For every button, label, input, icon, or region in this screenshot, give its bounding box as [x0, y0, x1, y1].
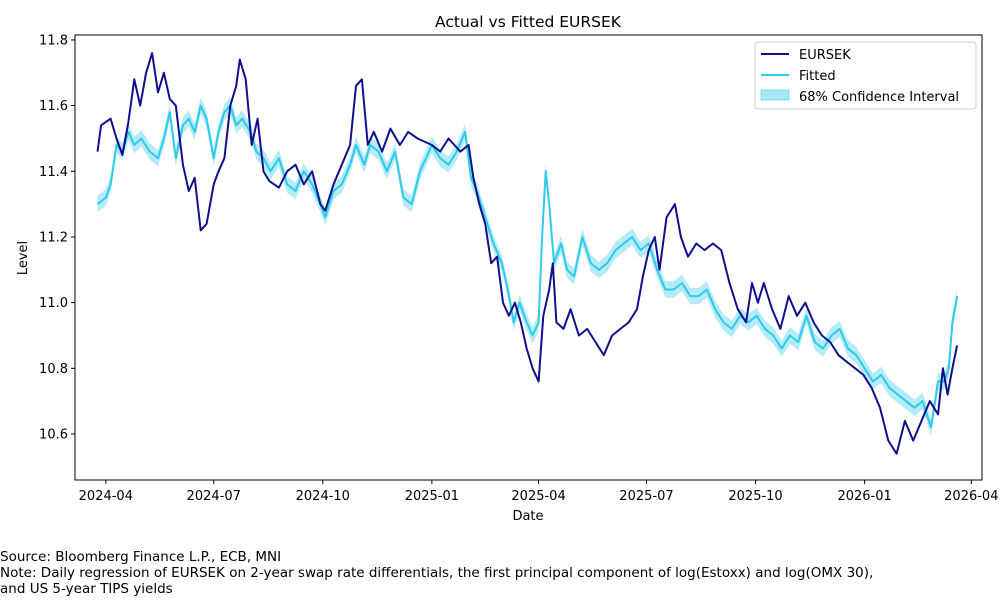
y-tick-label: 10.8	[39, 362, 68, 377]
confidence-band	[97, 97, 958, 436]
series-line-eursek	[96, 52, 959, 455]
legend-label-ci: 68% Confidence Interval	[799, 90, 959, 105]
x-tick-label: 2026-04	[944, 489, 998, 504]
methodology-note-continued: and US 5-year TIPS yields	[0, 581, 173, 597]
y-tick-label: 11.2	[39, 230, 68, 245]
legend-box	[754, 41, 977, 110]
source-note: Source: Bloomberg Finance L.P., ECB, MNI	[0, 549, 282, 565]
x-tick-label: 2025-04	[511, 489, 565, 504]
x-tick-label: 2025-07	[619, 489, 673, 504]
y-tick-label: 11.6	[39, 99, 68, 114]
y-tick-label: 11.0	[39, 296, 68, 311]
chart-title: Actual vs Fitted EURSEK	[435, 13, 622, 31]
legend-label-eursek: EURSEK	[799, 48, 851, 63]
legend: EURSEK Fitted 68% Confidence Interval	[754, 41, 977, 110]
y-tick-label: 11.4	[39, 165, 68, 180]
series-line-fitted	[96, 104, 959, 429]
y-axis-label: Level	[16, 241, 31, 275]
y-axis: 10.6 10.8 11.0 11.2 11.4 11.6 11.8	[39, 33, 75, 443]
x-tick-label: 2024-04	[79, 489, 133, 504]
x-axis-label: Date	[512, 509, 543, 524]
axes-frame	[74, 34, 983, 481]
x-tick-label: 2025-01	[405, 489, 459, 504]
x-tick-label: 2024-10	[296, 489, 350, 504]
legend-swatch-ci	[760, 89, 790, 101]
methodology-note: Note: Daily regression of EURSEK on 2-ye…	[0, 565, 874, 581]
x-tick-label: 2025-10	[728, 489, 782, 504]
x-tick-label: 2026-01	[837, 489, 891, 504]
x-axis: 2024-04 2024-07 2024-10 2025-01 2025-04 2025-…	[79, 480, 998, 504]
legend-label-fitted: Fitted	[799, 69, 836, 84]
x-tick-label: 2024-07	[187, 489, 241, 504]
y-tick-label: 11.8	[39, 33, 68, 48]
y-tick-label: 10.6	[39, 428, 68, 443]
plot-area	[96, 52, 959, 455]
